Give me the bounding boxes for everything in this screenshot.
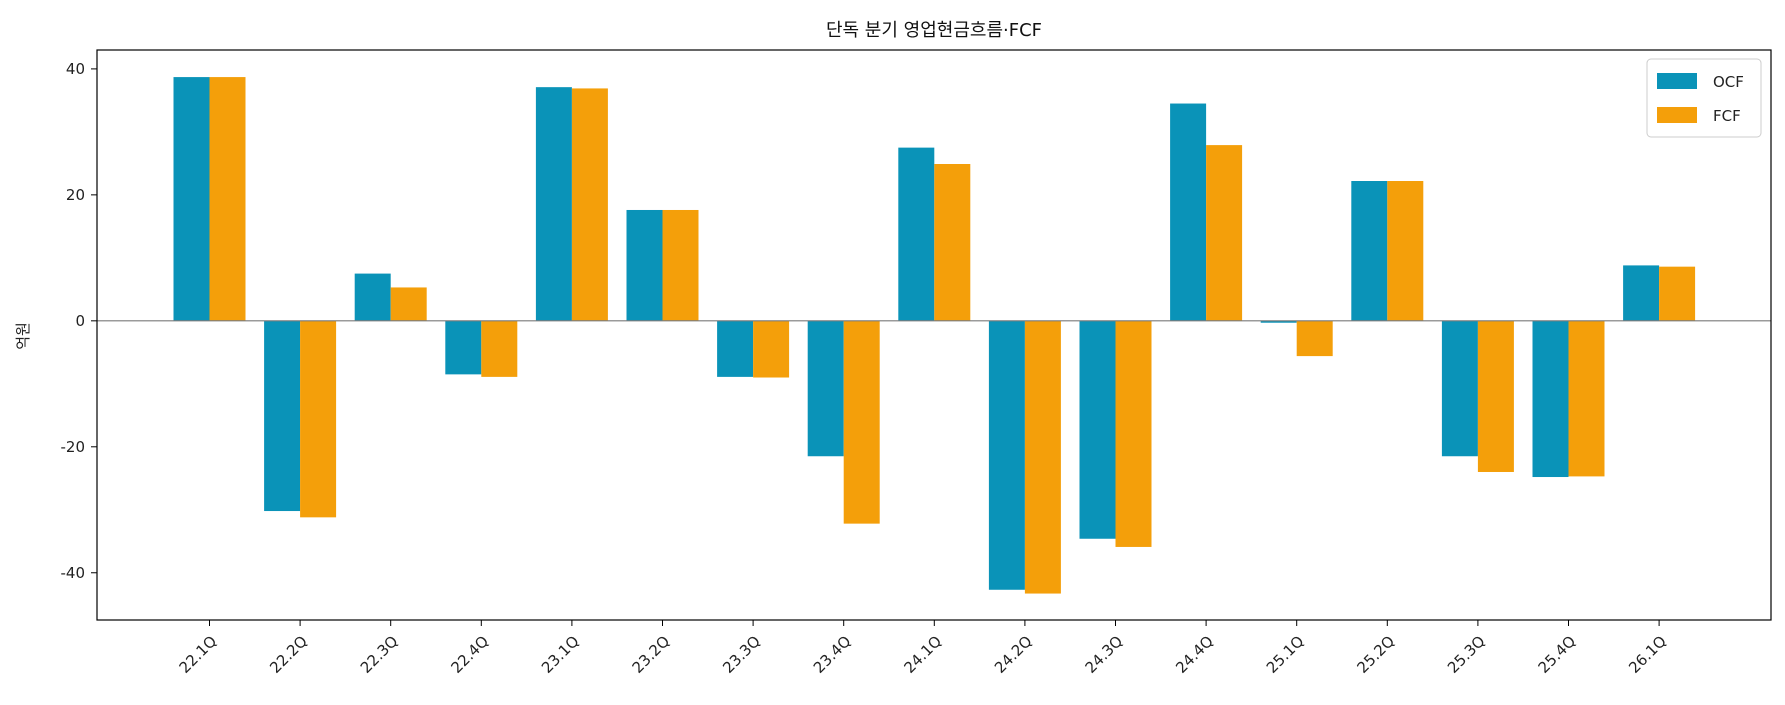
x-tick-label: 26.1Q <box>1625 632 1670 677</box>
bar-fcf-22.1Q <box>209 77 246 321</box>
x-tick-label: 25.4Q <box>1535 632 1580 677</box>
bar-fcf-23.3Q <box>753 320 790 378</box>
bar-ocf-26.1Q <box>1623 265 1660 321</box>
bar-fcf-23.4Q <box>843 320 880 524</box>
bar-ocf-23.3Q <box>717 320 754 377</box>
bar-fcf-24.2Q <box>1024 320 1061 594</box>
y-tick-label: -20 <box>61 438 86 456</box>
bar-ocf-25.3Q <box>1441 320 1478 457</box>
bar-ocf-22.1Q <box>173 77 210 321</box>
legend-label-fcf: FCF <box>1713 107 1741 125</box>
bar-fcf-23.1Q <box>571 88 608 321</box>
x-tick-label: 24.4Q <box>1172 632 1217 677</box>
legend: OCF FCF <box>1646 58 1762 138</box>
bar-ocf-22.2Q <box>264 320 301 512</box>
bar-fcf-24.1Q <box>934 164 971 321</box>
y-tick-label: 20 <box>66 186 85 204</box>
bar-ocf-23.4Q <box>807 320 844 457</box>
bar-fcf-22.3Q <box>390 287 427 321</box>
bar-fcf-24.3Q <box>1115 320 1152 547</box>
bar-fcf-25.3Q <box>1477 320 1514 472</box>
bar-ocf-25.4Q <box>1532 320 1569 478</box>
x-tick-label: 24.2Q <box>991 632 1036 677</box>
bar-ocf-22.3Q <box>354 273 391 321</box>
y-axis-label: 억원 <box>14 322 32 350</box>
plot-area: -40 -20 0 20 40 22.1Q 22.2Q 22.3Q 22.4Q 23.1Q 23.2… <box>61 49 1772 677</box>
legend-swatch-ocf <box>1657 73 1697 89</box>
y-tick-label: -40 <box>61 564 86 582</box>
bar-fcf-26.1Q <box>1659 266 1696 321</box>
y-tick-label: 40 <box>66 60 85 78</box>
plot-frame <box>96 49 1772 621</box>
bar-fcf-25.4Q <box>1568 320 1605 477</box>
bar-ocf-22.4Q <box>445 320 482 375</box>
x-tick-label: 24.3Q <box>1082 632 1127 677</box>
y-tick-label: 0 <box>75 312 85 330</box>
legend-swatch-fcf <box>1657 107 1697 123</box>
x-tick-label: 25.2Q <box>1353 632 1398 677</box>
bar-ocf-24.3Q <box>1079 320 1116 539</box>
bar-fcf-22.4Q <box>481 320 518 377</box>
x-tick-label: 25.3Q <box>1444 632 1489 677</box>
x-tick-label: 22.3Q <box>357 632 402 677</box>
x-tick-label: 25.1Q <box>1263 632 1308 677</box>
bar-ocf-25.1Q <box>1260 320 1297 323</box>
x-tick-label: 23.3Q <box>719 632 764 677</box>
chart-title: 단독 분기 영업현금흐름·FCF <box>826 20 1042 41</box>
bar-ocf-24.1Q <box>898 147 935 321</box>
bar-fcf-22.2Q <box>300 320 337 518</box>
x-tick-label: 23.4Q <box>810 632 855 677</box>
x-tick-label: 22.2Q <box>266 632 311 677</box>
x-tick-label: 24.1Q <box>900 632 945 677</box>
bar-ocf-24.4Q <box>1170 103 1207 321</box>
bar-fcf-24.4Q <box>1206 145 1243 321</box>
bar-fcf-25.1Q <box>1296 320 1333 357</box>
x-tick-label: 22.1Q <box>176 632 221 677</box>
bar-fcf-23.2Q <box>662 209 699 321</box>
x-tick-label: 23.2Q <box>629 632 674 677</box>
x-tick-label: 23.1Q <box>538 632 583 677</box>
bar-ocf-23.2Q <box>626 209 663 321</box>
legend-box <box>1646 58 1762 138</box>
bar-ocf-24.2Q <box>988 320 1025 590</box>
bar-fcf-25.2Q <box>1387 181 1424 321</box>
legend-label-ocf: OCF <box>1713 73 1744 91</box>
bar-ocf-23.1Q <box>535 87 572 321</box>
bar-ocf-25.2Q <box>1351 181 1388 321</box>
x-tick-label: 22.4Q <box>447 632 492 677</box>
